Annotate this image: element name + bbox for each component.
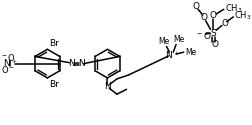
Text: N$^+$: N$^+$ [3,58,17,70]
Text: Me: Me [173,35,184,44]
Text: Br: Br [49,80,59,89]
Text: $^-$O: $^-$O [194,30,210,40]
Text: S: S [210,29,215,38]
Text: N$^+$: N$^+$ [164,49,179,61]
Text: Me: Me [158,37,169,46]
Text: O: O [211,40,218,49]
Text: O: O [199,13,206,22]
Text: CH$_3$: CH$_3$ [224,2,241,14]
Text: N: N [78,59,85,68]
Text: Br: Br [49,39,59,48]
Text: O$^-$: O$^-$ [1,64,15,75]
Text: N: N [104,82,110,91]
Text: $^-$O: $^-$O [1,52,16,63]
Text: O: O [220,19,227,28]
Text: O: O [209,12,216,20]
Text: CH$_3$: CH$_3$ [233,10,251,22]
Text: Me: Me [184,48,195,57]
Text: N: N [68,59,74,68]
Text: O: O [192,2,199,11]
